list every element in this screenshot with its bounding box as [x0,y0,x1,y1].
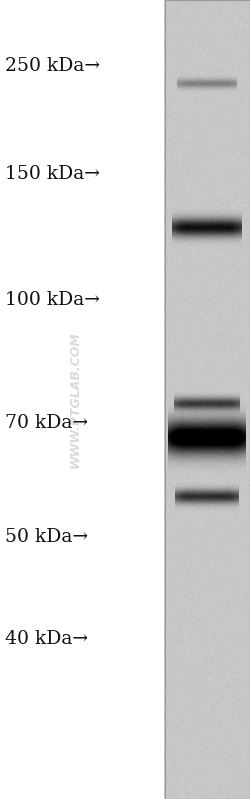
Text: 150 kDa→: 150 kDa→ [5,165,100,183]
Text: 50 kDa→: 50 kDa→ [5,528,88,546]
Text: 70 kDa→: 70 kDa→ [5,415,88,432]
Text: 40 kDa→: 40 kDa→ [5,630,88,648]
Text: 100 kDa→: 100 kDa→ [5,291,100,308]
Bar [164,0,250,799]
Text: 250 kDa→: 250 kDa→ [5,57,100,74]
Text: WWW.PTGLAB.COM: WWW.PTGLAB.COM [68,331,82,468]
